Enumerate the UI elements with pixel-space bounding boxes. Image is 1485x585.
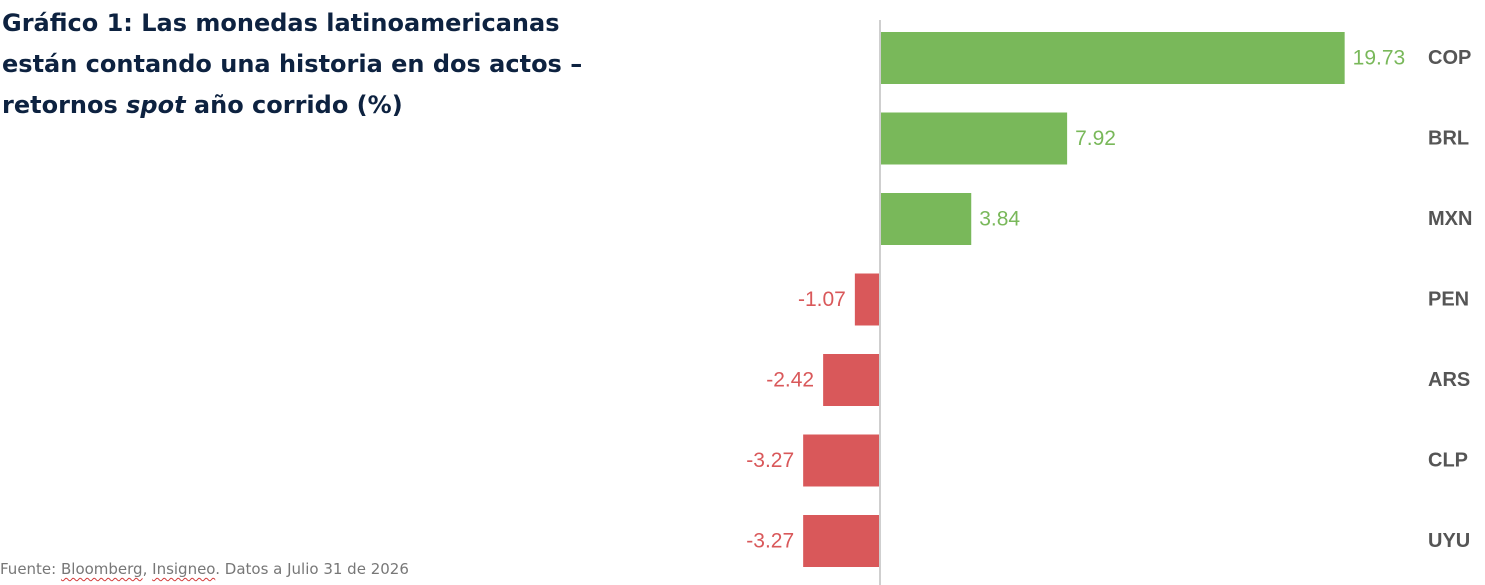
value-label-clp: -3.27 (746, 449, 794, 472)
source-note: Fuente: Bloomberg, Insigneo. Datos a Jul… (0, 560, 409, 578)
category-labels-group: COP BRL MXN PEN ARS CLP UYU (1428, 47, 1472, 552)
chart-title-end: año corrido (%) (185, 91, 403, 119)
category-label-ars: ARS (1428, 369, 1470, 391)
bar-cop (881, 32, 1345, 84)
bar-clp (803, 434, 880, 487)
bar-ars (823, 354, 880, 406)
category-label-mxn: MXN (1428, 208, 1472, 230)
source-separator: , (142, 560, 153, 578)
source-bloomberg: Bloomberg (60, 560, 143, 578)
value-label-mxn: 3.84 (979, 208, 1020, 231)
bar-pen (854, 273, 880, 326)
category-label-brl: BRL (1428, 128, 1469, 150)
value-label-pen: -1.07 (798, 288, 846, 311)
source-prefix: Fuente: (0, 560, 61, 578)
category-label-uyu: UYU (1428, 530, 1470, 552)
source-insigneo: Insigneo (152, 560, 216, 578)
category-label-pen: PEN (1428, 289, 1469, 311)
bar-mxn (881, 193, 972, 245)
value-labels-group: 19.73 7.92 3.84 -1.07 -2.42 -3.27 -3.27 (746, 47, 1405, 553)
bar-brl (881, 112, 1068, 165)
value-label-cop: 19.73 (1353, 47, 1406, 70)
bars-group (803, 32, 1345, 567)
category-label-clp: CLP (1428, 450, 1468, 472)
chart-title-italic: spot (126, 91, 186, 119)
chart-title: Gráfico 1: Las monedas latinoamericanas … (2, 3, 602, 126)
source-suffix: . Datos a Julio 31 de 2026 (215, 560, 409, 578)
value-label-brl: 7.92 (1075, 127, 1116, 150)
value-label-ars: -2.42 (766, 369, 814, 392)
category-label-cop: COP (1428, 47, 1471, 69)
value-label-uyu: -3.27 (746, 530, 794, 553)
bar-uyu (803, 515, 880, 567)
chart-title-text: Gráfico 1: Las monedas latinoamericanas … (2, 9, 583, 119)
